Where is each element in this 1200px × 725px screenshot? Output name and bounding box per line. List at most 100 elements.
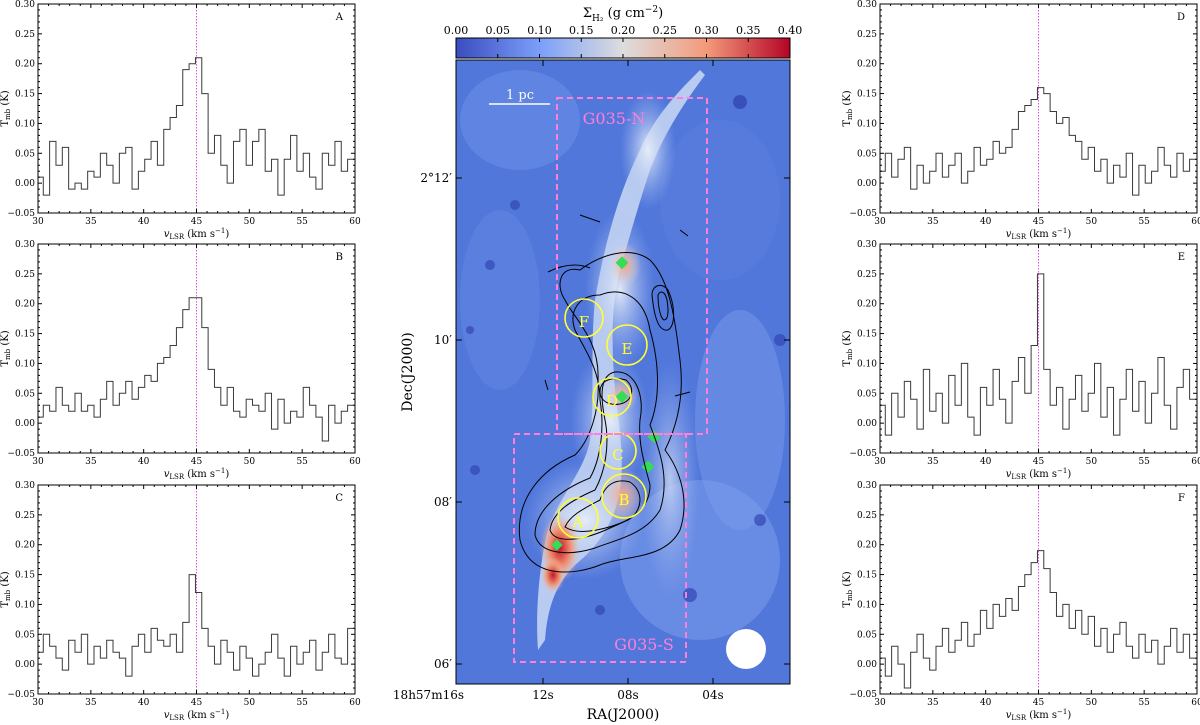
y-tick-label: 0.15 <box>15 571 35 581</box>
y-tick-label: 0.30 <box>857 481 877 491</box>
spectrum-panel-b: 30 35 40 45 50 55 60 −0.05 0.00 0.05 0.10 0.15 0.20 0… <box>0 240 361 481</box>
y-tick-label: 0.20 <box>15 60 35 70</box>
y-tick-label: 0.30 <box>857 0 877 10</box>
x-tick-label: 40 <box>138 457 150 467</box>
y-tick-label: 0.20 <box>15 541 35 551</box>
y-tick-label: 0.20 <box>15 300 35 310</box>
map-ticks: 2°12′ 10′ 08′ 06′ 18h57m16s 12s 08s 04s <box>393 60 790 702</box>
x-tick-label: 40 <box>980 457 992 467</box>
y-tick-label: 0.25 <box>15 30 35 40</box>
ra-tick-label: 12s <box>532 688 553 702</box>
dec-tick-label: 08′ <box>434 495 452 509</box>
panel-label: C <box>335 493 343 504</box>
region-box-south <box>513 433 687 663</box>
y-tick-label: 0.10 <box>857 119 877 129</box>
y-tick-label: −0.05 <box>849 690 877 700</box>
map-frame <box>455 59 791 685</box>
spectrum-panel-c: 30 35 40 45 50 55 60 −0.05 0.00 0.05 0.10 0.15 0.20 0… <box>0 481 361 722</box>
x-tick-label: 60 <box>1191 457 1200 467</box>
clump-label-c: C <box>612 446 623 464</box>
x-axis-label: vLSR (km s−1) <box>164 708 230 722</box>
dec-tick-label: 2°12′ <box>420 171 452 185</box>
y-tick-label: 0.05 <box>857 389 877 399</box>
x-tick-label: 35 <box>927 698 939 708</box>
colorbar-tick-label: 0.30 <box>694 24 719 37</box>
spectrum-line <box>38 57 354 196</box>
y-tick-label: 0.10 <box>15 119 35 129</box>
spectrum-line <box>880 273 1196 436</box>
spectrum-panel-e: 30 35 40 45 50 55 60 −0.05 0.00 0.05 0.10 0.15 0.20 0… <box>842 240 1200 481</box>
map-xlabel: RA(J2000) <box>587 707 660 723</box>
y-tick-label: 0.30 <box>857 240 877 250</box>
y-tick-label: 0.30 <box>15 0 35 10</box>
y-tick-label: 0.00 <box>857 660 877 670</box>
y-axis-label: Tmb (K) <box>842 571 854 607</box>
y-tick-label: 0.15 <box>15 90 35 100</box>
x-axis-label: vLSR (km s−1) <box>1006 708 1072 722</box>
y-axis-label: Tmb (K) <box>0 571 12 607</box>
y-axis-label: Tmb (K) <box>0 330 12 366</box>
x-tick-label: 40 <box>138 217 150 227</box>
y-tick-label: 0.10 <box>857 600 877 610</box>
x-tick-label: 55 <box>296 217 308 227</box>
y-tick-label: 0.05 <box>15 149 35 159</box>
y-tick-label: 0.15 <box>857 90 877 100</box>
spectrum-line <box>38 574 354 677</box>
x-tick-label: 30 <box>32 698 44 708</box>
ra-tick-label: 18h57m16s <box>393 688 464 702</box>
y-tick-label: 0.10 <box>857 359 877 369</box>
y-tick-label: 0.05 <box>15 389 35 399</box>
x-tick-label: 35 <box>85 217 97 227</box>
x-tick-label: 55 <box>1138 217 1150 227</box>
x-axis-label: vLSR (km s−1) <box>1006 227 1072 241</box>
colorbar-label: ΣH₂ (g cm−2) <box>583 5 663 24</box>
dec-tick-label: 06′ <box>434 657 452 671</box>
x-tick-label: 60 <box>1191 698 1200 708</box>
y-tick-label: 0.00 <box>15 179 35 189</box>
y-tick-label: 0.15 <box>857 330 877 340</box>
x-axis-label: vLSR (km s−1) <box>1006 467 1072 481</box>
y-tick-label: 0.15 <box>15 330 35 340</box>
x-tick-label: 30 <box>874 457 886 467</box>
y-tick-label: 0.05 <box>857 149 877 159</box>
y-tick-label: 0.00 <box>15 660 35 670</box>
panel-label: B <box>336 252 343 263</box>
y-tick-label: 0.25 <box>15 270 35 280</box>
x-axis-label: vLSR (km s−1) <box>164 467 230 481</box>
x-tick-label: 60 <box>349 457 361 467</box>
spectrum-line <box>38 297 354 442</box>
x-tick-label: 50 <box>1086 698 1098 708</box>
x-tick-label: 45 <box>191 457 203 467</box>
y-tick-label: 0.10 <box>15 600 35 610</box>
colorbar-tick-label: 0.05 <box>486 24 511 37</box>
clump-label-f: F <box>579 313 589 331</box>
colorbar-tick-label: 0.00 <box>444 24 469 37</box>
x-tick-label: 45 <box>1033 457 1045 467</box>
x-tick-label: 55 <box>296 698 308 708</box>
x-tick-label: 50 <box>1086 457 1098 467</box>
x-tick-label: 50 <box>244 698 256 708</box>
y-tick-label: −0.05 <box>7 209 35 219</box>
y-tick-label: 0.15 <box>857 571 877 581</box>
y-tick-label: 0.25 <box>15 511 35 521</box>
y-tick-label: −0.05 <box>7 690 35 700</box>
y-tick-label: 0.05 <box>15 630 35 640</box>
y-tick-label: −0.05 <box>7 449 35 459</box>
beam-circle <box>726 629 766 669</box>
spectrum-panel-d: 30 35 40 45 50 55 60 −0.05 0.00 0.05 0.10 0.15 0.20 0… <box>842 0 1200 241</box>
y-axis-label: Tmb (K) <box>842 90 854 126</box>
x-tick-label: 30 <box>874 217 886 227</box>
x-tick-label: 55 <box>296 457 308 467</box>
x-tick-label: 40 <box>980 217 992 227</box>
y-axis-label: Tmb (K) <box>842 330 854 366</box>
x-tick-label: 30 <box>32 457 44 467</box>
ra-tick-label: 08s <box>617 688 638 702</box>
x-axis-label: vLSR (km s−1) <box>164 227 230 241</box>
colorbar-tick-label: 0.35 <box>736 24 761 37</box>
x-tick-label: 30 <box>874 698 886 708</box>
y-tick-label: 0.00 <box>15 419 35 429</box>
clump-label-a: A <box>572 513 584 531</box>
clump-labels: A B C D E F <box>572 313 633 531</box>
dec-tick-label: 10′ <box>434 333 452 347</box>
